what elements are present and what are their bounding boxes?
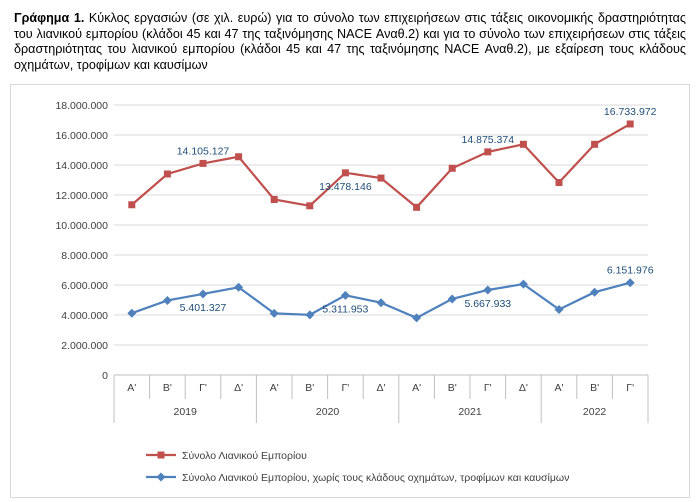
x-tick-label: Δ' (234, 382, 243, 394)
data-point (555, 179, 563, 187)
y-tick-label: 2.000.000 (61, 340, 108, 352)
y-tick-label: 0 (102, 370, 108, 382)
y-tick-label: 10.000.000 (55, 220, 108, 232)
data-point (591, 140, 599, 148)
data-point (484, 148, 492, 156)
data-point (127, 308, 137, 318)
data-point (447, 294, 457, 304)
legend-marker (157, 451, 165, 459)
data-point (305, 310, 315, 320)
x-tick-label: Β' (590, 382, 599, 394)
x-tick-label: Γ' (484, 382, 492, 394)
x-group-label: 2022 (583, 406, 607, 418)
caption-prefix: Γράφημα 1. (14, 11, 85, 25)
data-label: 14.875.374 (462, 134, 515, 146)
data-label: 13.478.146 (319, 181, 372, 193)
x-tick-label: Γ' (342, 382, 350, 394)
x-tick-label: Α' (412, 382, 421, 394)
y-tick-label: 6.000.000 (61, 280, 108, 292)
x-tick-label: Β' (163, 382, 172, 394)
data-point (590, 287, 600, 297)
x-group-label: 2021 (458, 406, 482, 418)
data-point (340, 290, 350, 300)
y-tick-label: 4.000.000 (61, 310, 108, 322)
data-point (519, 140, 527, 148)
data-point (376, 298, 386, 308)
data-point (448, 164, 456, 172)
x-tick-label: Γ' (199, 382, 207, 394)
data-point (234, 282, 244, 292)
data-point (625, 278, 635, 288)
data-label: 5.401.327 (180, 302, 227, 314)
x-group-label: 2019 (174, 406, 198, 418)
x-tick-label: Α' (554, 382, 563, 394)
y-tick-label: 12.000.000 (55, 190, 108, 202)
data-point (199, 159, 207, 167)
line-chart: 0 2.000.000 4.000.000 6.000.000 8.000.000 10.… (55, 100, 657, 484)
data-point (270, 196, 278, 203)
x-tick-label: Δ' (376, 382, 385, 394)
data-label: 16.733.972 (604, 106, 657, 118)
y-tick-label: 16.000.000 (55, 130, 108, 142)
x-tick-label: Δ' (519, 382, 528, 394)
legend-label: Σύνολο Λιανικού Εμπορίου, χωρίς τους κλά… (182, 472, 569, 484)
chart-frame: 0 2.000.000 4.000.000 6.000.000 8.000.000 10.… (10, 84, 690, 498)
data-point (163, 170, 171, 178)
data-point (235, 153, 243, 161)
data-point (128, 201, 136, 209)
y-tick-label: 18.000.000 (55, 100, 108, 112)
data-label: 14.105.127 (177, 145, 230, 157)
data-point (341, 169, 349, 177)
x-tick-label: Α' (127, 382, 136, 394)
data-point (518, 279, 528, 289)
data-point (377, 174, 385, 182)
y-tick-label: 8.000.000 (61, 250, 108, 262)
data-point (306, 202, 314, 210)
data-point (162, 295, 172, 305)
caption-text: Κύκλος εργασιών (σε χιλ. ευρώ) για το σύ… (14, 11, 686, 72)
x-tick-label: Γ' (626, 382, 634, 394)
legend-label: Σύνολο Λιανικού Εμπορίου (182, 450, 307, 462)
data-point (269, 308, 279, 318)
y-tick-label: 14.000.000 (55, 160, 108, 172)
data-point (554, 304, 564, 314)
legend-marker (156, 472, 166, 482)
data-point (412, 313, 422, 323)
x-tick-label: Β' (448, 382, 457, 394)
data-label: 6.151.976 (607, 265, 654, 277)
x-group-label: 2020 (316, 406, 340, 418)
x-tick-label: Β' (305, 382, 314, 394)
data-point (483, 285, 493, 295)
data-point (626, 120, 634, 128)
data-label: 5.667.933 (464, 298, 511, 310)
data-point (198, 289, 208, 299)
data-label: 5.311.953 (322, 303, 368, 315)
x-tick-label: Α' (270, 382, 279, 394)
data-point (413, 203, 421, 211)
chart-caption: Γράφημα 1. Κύκλος εργασιών (σε χιλ. ευρώ… (14, 11, 686, 73)
